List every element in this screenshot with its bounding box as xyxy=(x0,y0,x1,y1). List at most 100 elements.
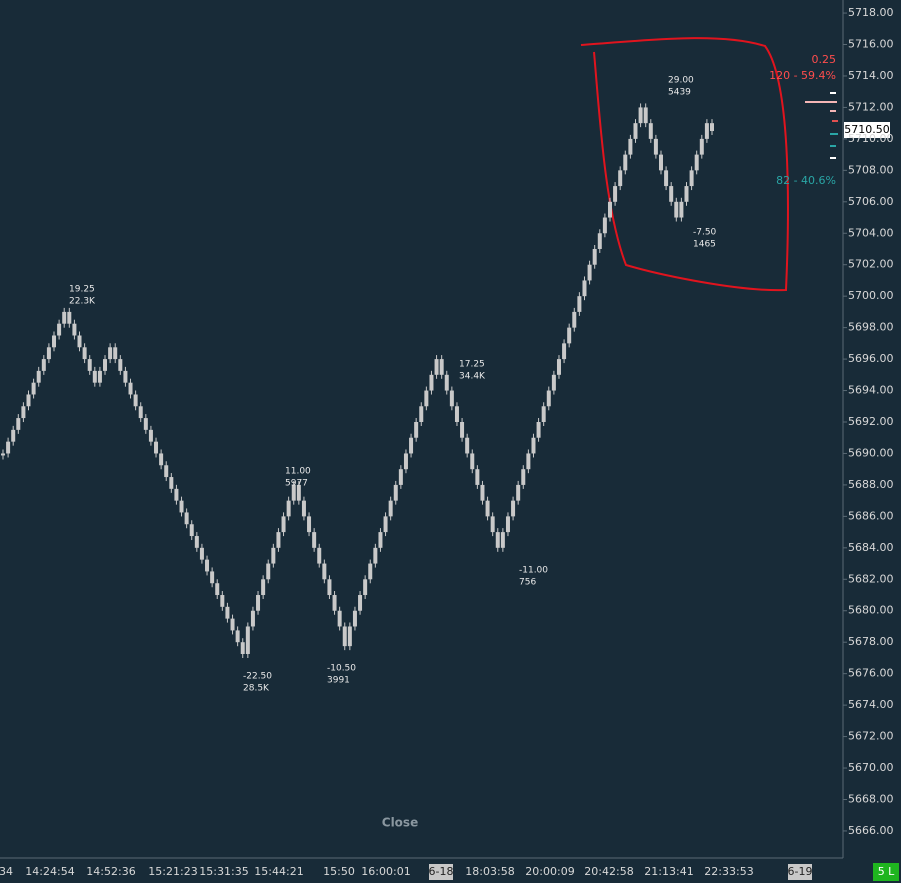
dom-bar xyxy=(832,120,838,122)
brick xyxy=(465,437,470,454)
brick xyxy=(638,107,643,124)
ask-volume: 120 - 59.4% xyxy=(769,69,836,82)
brick xyxy=(618,170,623,187)
brick xyxy=(82,347,87,360)
brick xyxy=(52,335,57,348)
pivot-label: 17.25 xyxy=(459,360,485,370)
brick xyxy=(133,394,138,407)
brick xyxy=(429,374,434,391)
brick xyxy=(301,500,306,517)
x-tick-label: 22:33:53 xyxy=(704,865,753,878)
brick xyxy=(592,248,597,265)
brick xyxy=(475,469,480,485)
x-tick-label: 6-19 xyxy=(788,865,813,878)
pivot-label: -10.50 xyxy=(327,664,356,674)
brick xyxy=(368,563,373,580)
brick xyxy=(159,453,164,466)
y-tick-label: 5680.00 xyxy=(848,604,894,617)
brick xyxy=(194,536,199,548)
brick xyxy=(454,406,459,423)
dom-bar xyxy=(830,157,836,159)
brick xyxy=(46,347,51,360)
brick xyxy=(679,201,684,218)
brick xyxy=(57,323,62,336)
brick xyxy=(138,406,143,419)
brick xyxy=(67,311,72,324)
brick xyxy=(567,327,572,344)
brick xyxy=(41,359,46,371)
brick xyxy=(215,583,220,596)
brick xyxy=(266,563,271,580)
y-tick-label: 5668.00 xyxy=(848,792,894,805)
brick xyxy=(16,418,21,430)
pivot-label: 29.00 xyxy=(668,76,694,86)
brick xyxy=(424,390,429,407)
brick xyxy=(72,323,77,336)
last-price: 5710.50 xyxy=(844,123,890,136)
dom-bar xyxy=(830,145,836,147)
brick xyxy=(123,370,128,383)
x-tick-label: 15:50 xyxy=(323,865,355,878)
brick xyxy=(92,370,97,383)
brick xyxy=(36,370,41,383)
brick xyxy=(587,264,592,281)
brick xyxy=(490,516,495,533)
pivot-label: -7.50 xyxy=(693,228,717,238)
session-label: Close xyxy=(382,816,418,830)
y-tick-label: 5704.00 xyxy=(848,226,894,239)
brick xyxy=(363,579,368,596)
x-tick-label: 15:21:23 xyxy=(148,865,197,878)
brick xyxy=(220,595,225,607)
brick xyxy=(664,170,669,187)
brick xyxy=(460,422,465,438)
pivot-label: 3991 xyxy=(327,676,350,686)
y-tick-label: 5678.00 xyxy=(848,635,894,648)
brick xyxy=(531,437,536,454)
brick xyxy=(250,610,255,627)
brick xyxy=(291,484,296,501)
x-tick-label: 14:52:36 xyxy=(86,865,135,878)
y-tick-label: 5716.00 xyxy=(848,38,894,51)
brick xyxy=(511,500,516,517)
brick xyxy=(710,123,714,132)
brick xyxy=(347,626,352,647)
brick xyxy=(169,477,174,489)
brick xyxy=(148,429,153,442)
brick xyxy=(26,394,31,407)
brick xyxy=(358,595,363,611)
x-tick-label: 21:13:41 xyxy=(644,865,693,878)
brick xyxy=(103,359,108,371)
pivot-label: 5977 xyxy=(285,479,308,489)
brick xyxy=(261,579,266,596)
y-tick-label: 5686.00 xyxy=(848,509,894,522)
brick xyxy=(623,154,628,171)
brick xyxy=(658,154,663,171)
brick xyxy=(174,488,179,501)
brick xyxy=(495,532,500,548)
x-tick-label: 20:42:58 xyxy=(584,865,633,878)
pivot-label: -22.50 xyxy=(243,672,272,682)
x-tick-label: 16:00:01 xyxy=(361,865,410,878)
brick xyxy=(653,138,658,155)
date-box xyxy=(788,864,812,880)
date-box xyxy=(429,864,453,880)
brick xyxy=(210,571,215,584)
brick xyxy=(276,532,281,548)
brick xyxy=(128,382,133,395)
tick-size: 0.25 xyxy=(812,53,837,66)
dom-bar xyxy=(805,101,837,103)
brick xyxy=(189,524,194,537)
brick xyxy=(378,532,383,548)
brick xyxy=(704,123,709,139)
y-tick-label: 5674.00 xyxy=(848,698,894,711)
y-tick-label: 5710.00 xyxy=(848,132,894,145)
brick xyxy=(470,453,475,470)
x-tick-label: 14:24:54 xyxy=(25,865,74,878)
x-tick-label: 6-18 xyxy=(429,865,454,878)
brick xyxy=(77,335,82,348)
brick xyxy=(516,484,521,501)
brick xyxy=(434,359,439,375)
brick xyxy=(307,516,312,533)
y-tick-label: 5666.00 xyxy=(848,824,894,837)
pivot-label: 5439 xyxy=(668,88,691,98)
